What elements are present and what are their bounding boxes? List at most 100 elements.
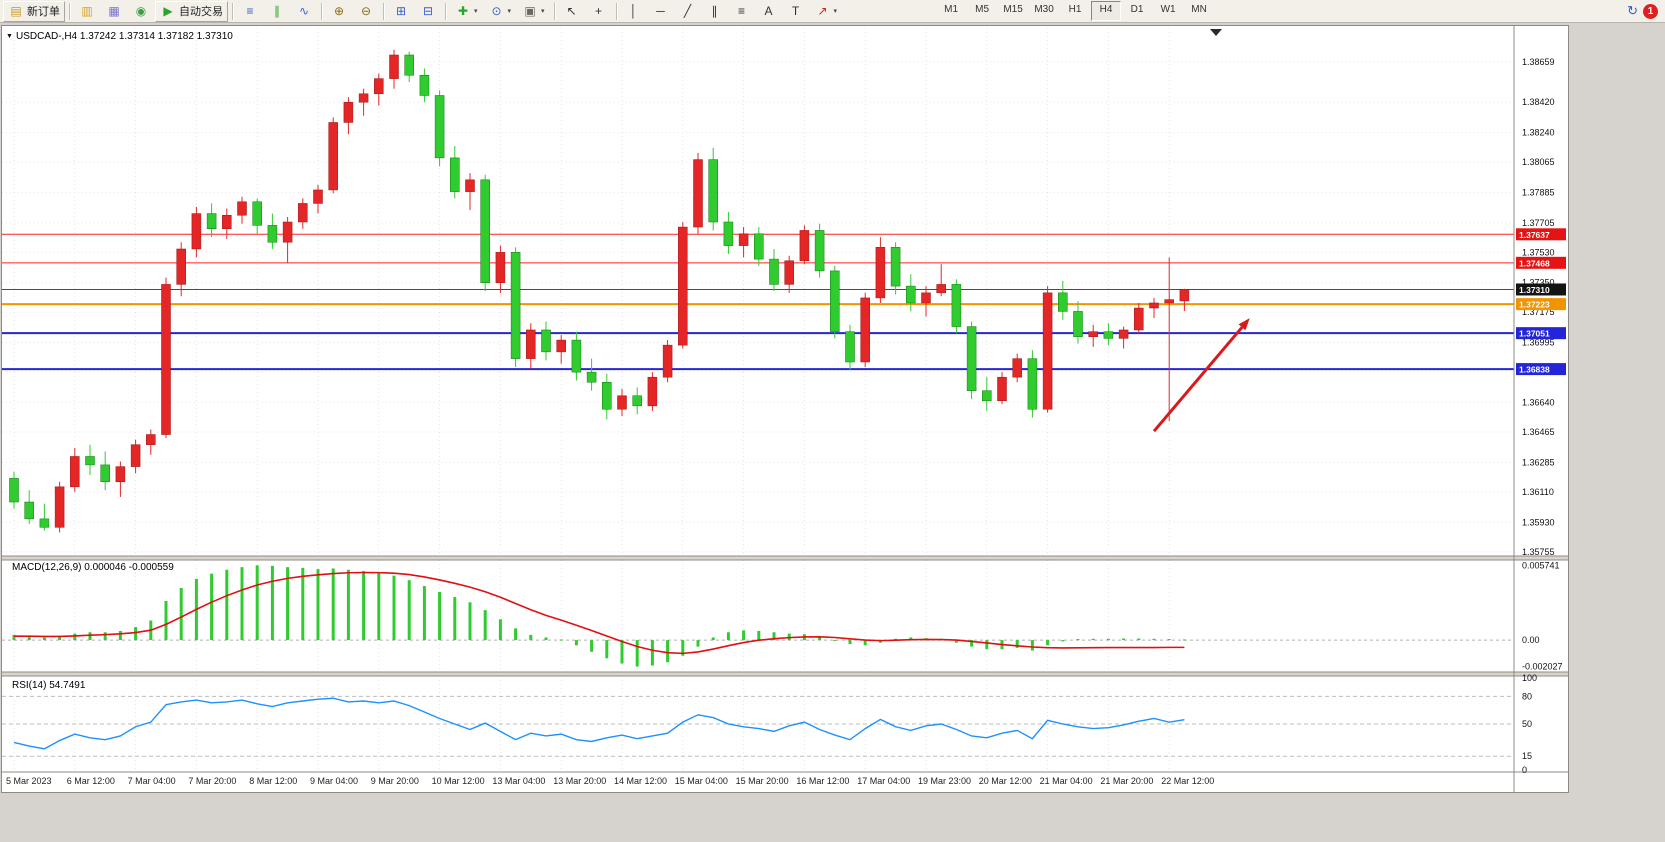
candle-body bbox=[222, 214, 232, 229]
macd-histogram-bar bbox=[833, 640, 837, 642]
macd-histogram-bar bbox=[164, 601, 168, 641]
periods-button[interactable]: ⊙ ▾ bbox=[484, 1, 517, 22]
refresh-icon[interactable]: ↻ bbox=[1627, 3, 1638, 18]
macd-histogram-bar bbox=[711, 637, 715, 641]
candle-body bbox=[860, 297, 870, 363]
time-axis-label: 9 Mar 04:00 bbox=[310, 776, 358, 786]
zoom-out-button[interactable]: ⊖ bbox=[353, 1, 379, 22]
trendline-button[interactable]: ╱ bbox=[675, 1, 701, 22]
zoom-in-button[interactable]: ⊕ bbox=[326, 1, 352, 22]
timeframe-m30-button[interactable]: M30 bbox=[1034, 4, 1054, 15]
timeframe-m1-button[interactable]: M1 bbox=[944, 4, 959, 15]
fibonacci-button[interactable]: ≡ bbox=[729, 1, 755, 22]
templates-button[interactable]: ▣ ▾ bbox=[517, 1, 550, 22]
timeframe-d1-button[interactable]: D1 bbox=[1130, 4, 1144, 15]
candle-body bbox=[799, 230, 810, 262]
rsi-axis-label: 0 bbox=[1522, 765, 1527, 775]
candle-body bbox=[814, 230, 825, 272]
text-button[interactable]: A bbox=[756, 1, 782, 22]
hline-icon: ─ bbox=[656, 4, 665, 18]
indicators-button[interactable]: ✚ ▾ bbox=[450, 1, 483, 22]
chart-canvas[interactable]: 5 Mar 2023 6 Mar 12:00 7 Mar 04:00 7 Mar 20… bbox=[2, 26, 1568, 792]
price-tag-label: 1.37468 bbox=[1519, 258, 1550, 268]
periods-icon: ⊙ bbox=[491, 4, 502, 18]
profiles-icon[interactable]: ▦ bbox=[101, 1, 127, 22]
charts-stack-icon[interactable]: ▥ bbox=[74, 1, 100, 22]
candle-body bbox=[298, 203, 308, 223]
cursor-button[interactable]: ↖ bbox=[559, 1, 585, 22]
macd-histogram-bar bbox=[909, 637, 913, 641]
candle-body bbox=[115, 466, 126, 483]
price-tag-label: 1.37310 bbox=[1519, 285, 1550, 295]
hline-button[interactable]: ─ bbox=[648, 1, 674, 22]
timeframe-m5-button[interactable]: M5 bbox=[975, 4, 990, 15]
candle-body bbox=[313, 189, 323, 204]
macd-histogram-bar bbox=[620, 640, 624, 664]
timeframe-m15-button[interactable]: M15 bbox=[1003, 4, 1023, 15]
price-axis-label: 1.37885 bbox=[1522, 187, 1555, 197]
autotrade-button[interactable]: ▶ 自动交易 bbox=[155, 0, 228, 22]
candle-body bbox=[237, 201, 247, 216]
candle-body bbox=[495, 252, 506, 283]
notification-badge[interactable]: 1 bbox=[1643, 3, 1658, 19]
cascade-windows-button[interactable]: ⊟ bbox=[415, 1, 441, 22]
chart-title: USDCAD-,H4 1.37242 1.37314 1.37182 1.373… bbox=[16, 31, 233, 42]
rsi-axis-label: 100 bbox=[1522, 673, 1537, 683]
macd-histogram-bar bbox=[696, 640, 700, 647]
macd-histogram-bar bbox=[742, 630, 746, 641]
macd-histogram-bar bbox=[1137, 638, 1141, 641]
macd-histogram-bar bbox=[985, 640, 989, 650]
time-axis-label: 7 Mar 20:00 bbox=[188, 776, 236, 786]
price-axis-label: 1.35930 bbox=[1522, 517, 1555, 527]
macd-histogram-bar bbox=[270, 565, 274, 641]
trend-arrow[interactable] bbox=[1152, 326, 1244, 433]
candlestick-chart-button[interactable]: ∥ bbox=[264, 1, 290, 22]
bar-chart-button[interactable]: ≡ bbox=[237, 1, 263, 22]
candle-body bbox=[723, 221, 734, 246]
timeframe-h4-button[interactable]: H4 bbox=[1091, 1, 1122, 21]
timeframe-mn-button[interactable]: MN bbox=[1191, 4, 1207, 15]
toolbar-separator bbox=[321, 2, 322, 20]
navigator-icon[interactable]: ◉ bbox=[128, 1, 154, 22]
label-button[interactable]: T bbox=[783, 1, 809, 22]
macd-histogram-bar bbox=[757, 630, 761, 641]
line-chart-button[interactable]: ∿ bbox=[291, 1, 317, 22]
arrows-icon: ↗ bbox=[817, 4, 828, 18]
tile-windows-button[interactable]: ⊞ bbox=[388, 1, 414, 22]
arrows-button[interactable]: ↗ ▾ bbox=[810, 1, 843, 22]
candle-body bbox=[480, 179, 490, 283]
candle-body bbox=[1058, 292, 1068, 312]
shift-marker-icon[interactable] bbox=[1210, 29, 1222, 36]
trendline-icon: ╱ bbox=[683, 4, 692, 18]
macd-histogram-bar bbox=[301, 567, 305, 641]
macd-histogram-bar bbox=[362, 571, 366, 641]
candlestick-chart-icon: ∥ bbox=[274, 4, 280, 18]
pane-separator[interactable] bbox=[2, 556, 1568, 560]
quick-trade-arrow-icon[interactable]: ▼ bbox=[6, 33, 13, 40]
candle-body bbox=[130, 444, 141, 467]
candle-body bbox=[571, 339, 582, 373]
time-axis-label: 9 Mar 20:00 bbox=[371, 776, 419, 786]
candle-body bbox=[465, 179, 475, 192]
macd-histogram-bar bbox=[590, 640, 594, 652]
pane-separator[interactable] bbox=[2, 672, 1568, 676]
label-icon: T bbox=[791, 4, 800, 18]
candle-body bbox=[282, 221, 293, 243]
candle-body bbox=[890, 247, 901, 287]
timeframe-h1-button[interactable]: H1 bbox=[1068, 4, 1082, 15]
macd-histogram-bar bbox=[650, 640, 654, 666]
timeframe-w1-button[interactable]: W1 bbox=[1160, 4, 1176, 15]
crosshair-button[interactable]: + bbox=[586, 1, 612, 22]
candle-body bbox=[70, 456, 80, 488]
new-order-button[interactable]: ▤ 新订单 bbox=[3, 0, 65, 22]
channel-button[interactable]: ∥ bbox=[702, 1, 728, 22]
price-tag-label: 1.37051 bbox=[1519, 329, 1550, 339]
macd-histogram-bar bbox=[483, 610, 487, 641]
time-axis-label: 7 Mar 04:00 bbox=[128, 776, 176, 786]
candle-body bbox=[1134, 307, 1144, 331]
vline-button[interactable]: │ bbox=[621, 1, 647, 22]
candle-body bbox=[176, 248, 186, 285]
macd-histogram-bar bbox=[1030, 640, 1034, 651]
rsi-axis-label: 80 bbox=[1522, 691, 1532, 701]
rsi-axis-label: 15 bbox=[1522, 751, 1532, 761]
